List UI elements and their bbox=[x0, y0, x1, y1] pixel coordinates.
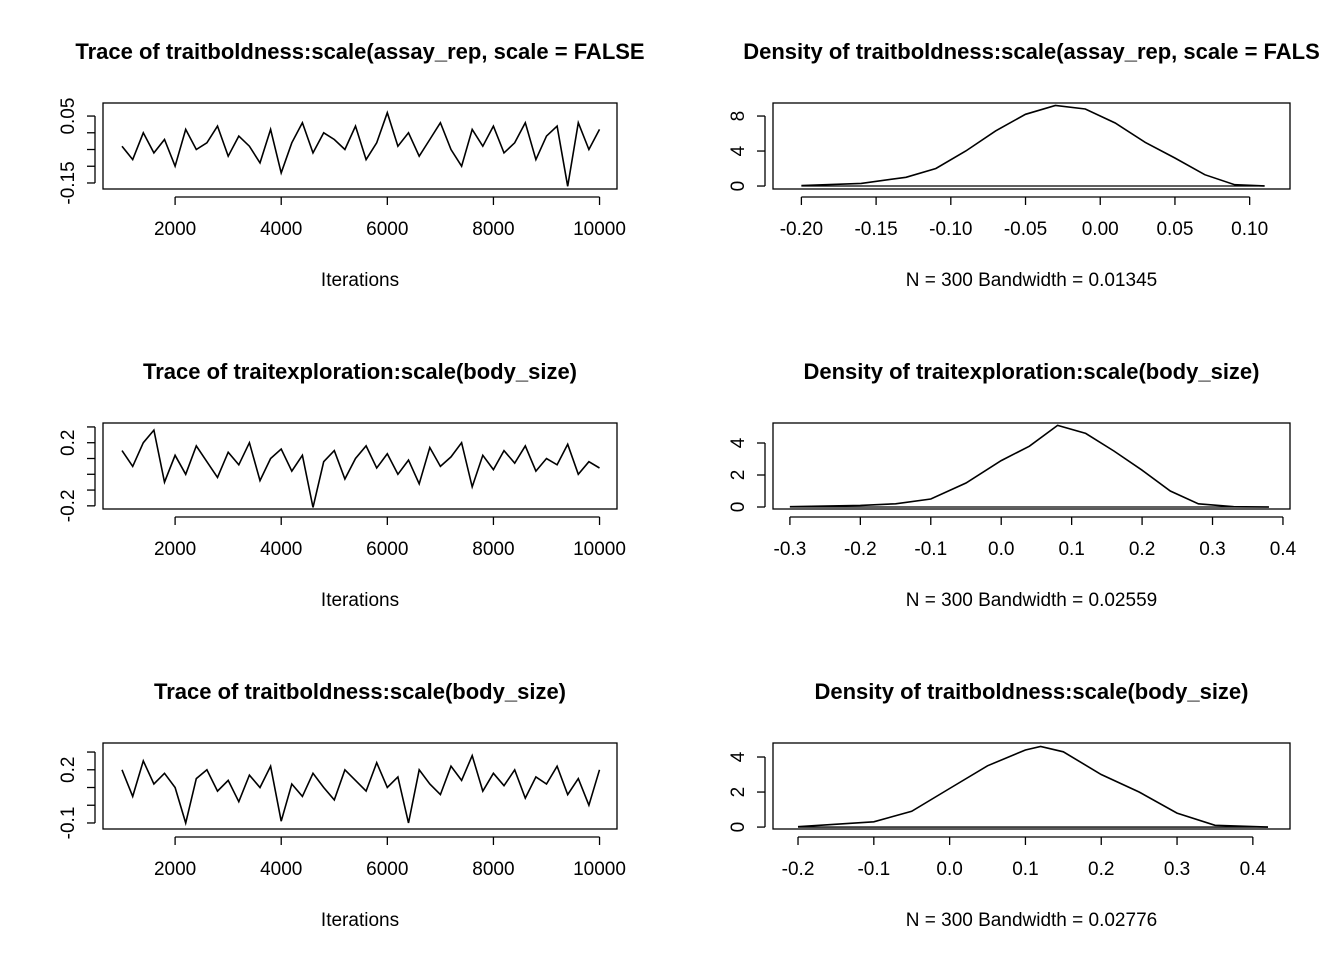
x-tick-label: 0.00 bbox=[1082, 219, 1119, 240]
x-tick-label: 6000 bbox=[366, 219, 408, 240]
y-tick-label: -0.15 bbox=[58, 161, 79, 204]
x-tick-label: -0.05 bbox=[1004, 219, 1047, 240]
x-tick-label: 10000 bbox=[573, 539, 626, 560]
chart-title: Density of traitboldness:scale(body_size… bbox=[815, 679, 1249, 704]
plot-box bbox=[772, 742, 1291, 830]
x-tick-label: 0.4 bbox=[1270, 539, 1297, 560]
y-tick-label: 4 bbox=[728, 751, 749, 762]
x-tick-label: 0.0 bbox=[988, 539, 1014, 560]
x-tick-label: 0.1 bbox=[1058, 539, 1084, 560]
x-tick-label: 0.1 bbox=[1012, 859, 1038, 880]
x-tick-label: 8000 bbox=[472, 859, 514, 880]
density-line bbox=[801, 104, 1265, 187]
x-tick-label: -0.20 bbox=[780, 219, 823, 240]
y-tick-label: -0.1 bbox=[58, 807, 79, 840]
plot-box bbox=[772, 102, 1291, 190]
x-tick-label: 6000 bbox=[366, 539, 408, 560]
plot-box bbox=[102, 742, 618, 830]
x-axis-label: Iterations bbox=[321, 910, 399, 931]
y-tick-label: 0.2 bbox=[58, 430, 79, 456]
x-axis-label: N = 300 Bandwidth = 0.02776 bbox=[906, 910, 1157, 931]
y-tick-label: 0.05 bbox=[58, 98, 79, 135]
x-tick-label: 2000 bbox=[154, 859, 196, 880]
plot-box bbox=[772, 422, 1291, 510]
y-tick-label: 0 bbox=[728, 502, 749, 513]
chart-title: Trace of traitboldness:scale(assay_rep, … bbox=[75, 39, 644, 64]
x-tick-label: -0.15 bbox=[854, 219, 897, 240]
trace-line bbox=[121, 110, 601, 187]
y-tick-label: 0 bbox=[728, 822, 749, 833]
x-axis-label: Iterations bbox=[321, 590, 399, 611]
x-tick-label: -0.2 bbox=[844, 539, 877, 560]
x-tick-label: 0.2 bbox=[1088, 859, 1114, 880]
x-tick-label: 0.4 bbox=[1240, 859, 1267, 880]
x-tick-label: 4000 bbox=[260, 219, 302, 240]
x-tick-label: 4000 bbox=[260, 539, 302, 560]
trace-line bbox=[121, 753, 601, 827]
x-tick-label: 0.3 bbox=[1199, 539, 1225, 560]
x-tick-label: 0.0 bbox=[936, 859, 962, 880]
x-axis-label: N = 300 Bandwidth = 0.01345 bbox=[906, 270, 1157, 291]
x-tick-label: 10000 bbox=[573, 859, 626, 880]
x-tick-label: 0.10 bbox=[1231, 219, 1268, 240]
plot-box bbox=[102, 102, 618, 190]
y-tick-label: 8 bbox=[728, 111, 749, 122]
y-tick-label: 2 bbox=[728, 470, 749, 481]
y-tick-label: 4 bbox=[728, 145, 749, 156]
x-tick-label: 8000 bbox=[472, 539, 514, 560]
y-tick-label: 0.2 bbox=[58, 757, 79, 783]
y-tick-label: 4 bbox=[728, 437, 749, 448]
chart-title: Trace of traitexploration:scale(body_siz… bbox=[143, 359, 577, 384]
y-tick-label: 0 bbox=[728, 181, 749, 192]
x-tick-label: -0.3 bbox=[774, 539, 807, 560]
chart-title: Density of traitexploration:scale(body_s… bbox=[804, 359, 1260, 384]
plot-box bbox=[102, 422, 618, 510]
x-tick-label: 6000 bbox=[366, 859, 408, 880]
chart-title: Trace of traitboldness:scale(body_size) bbox=[154, 679, 566, 704]
x-tick-label: 10000 bbox=[573, 219, 626, 240]
x-tick-label: 4000 bbox=[260, 859, 302, 880]
x-tick-label: 8000 bbox=[472, 219, 514, 240]
density-line bbox=[797, 745, 1269, 828]
x-tick-label: 0.05 bbox=[1156, 219, 1193, 240]
trace-line bbox=[121, 428, 600, 508]
x-tick-label: -0.1 bbox=[857, 859, 890, 880]
x-tick-label: 0.3 bbox=[1164, 859, 1190, 880]
x-tick-label: 2000 bbox=[154, 539, 196, 560]
x-tick-label: -0.10 bbox=[929, 219, 972, 240]
x-tick-label: 0.2 bbox=[1129, 539, 1155, 560]
x-axis-label: N = 300 Bandwidth = 0.02559 bbox=[906, 590, 1157, 611]
chart-title: Density of traitboldness:scale(assay_rep… bbox=[743, 39, 1320, 64]
density-line bbox=[789, 424, 1269, 508]
x-tick-label: 2000 bbox=[154, 219, 196, 240]
y-tick-label: 2 bbox=[728, 787, 749, 798]
y-tick-label: -0.2 bbox=[58, 489, 79, 522]
x-axis-label: Iterations bbox=[321, 270, 399, 291]
x-tick-label: -0.1 bbox=[914, 539, 947, 560]
x-tick-label: -0.2 bbox=[782, 859, 815, 880]
